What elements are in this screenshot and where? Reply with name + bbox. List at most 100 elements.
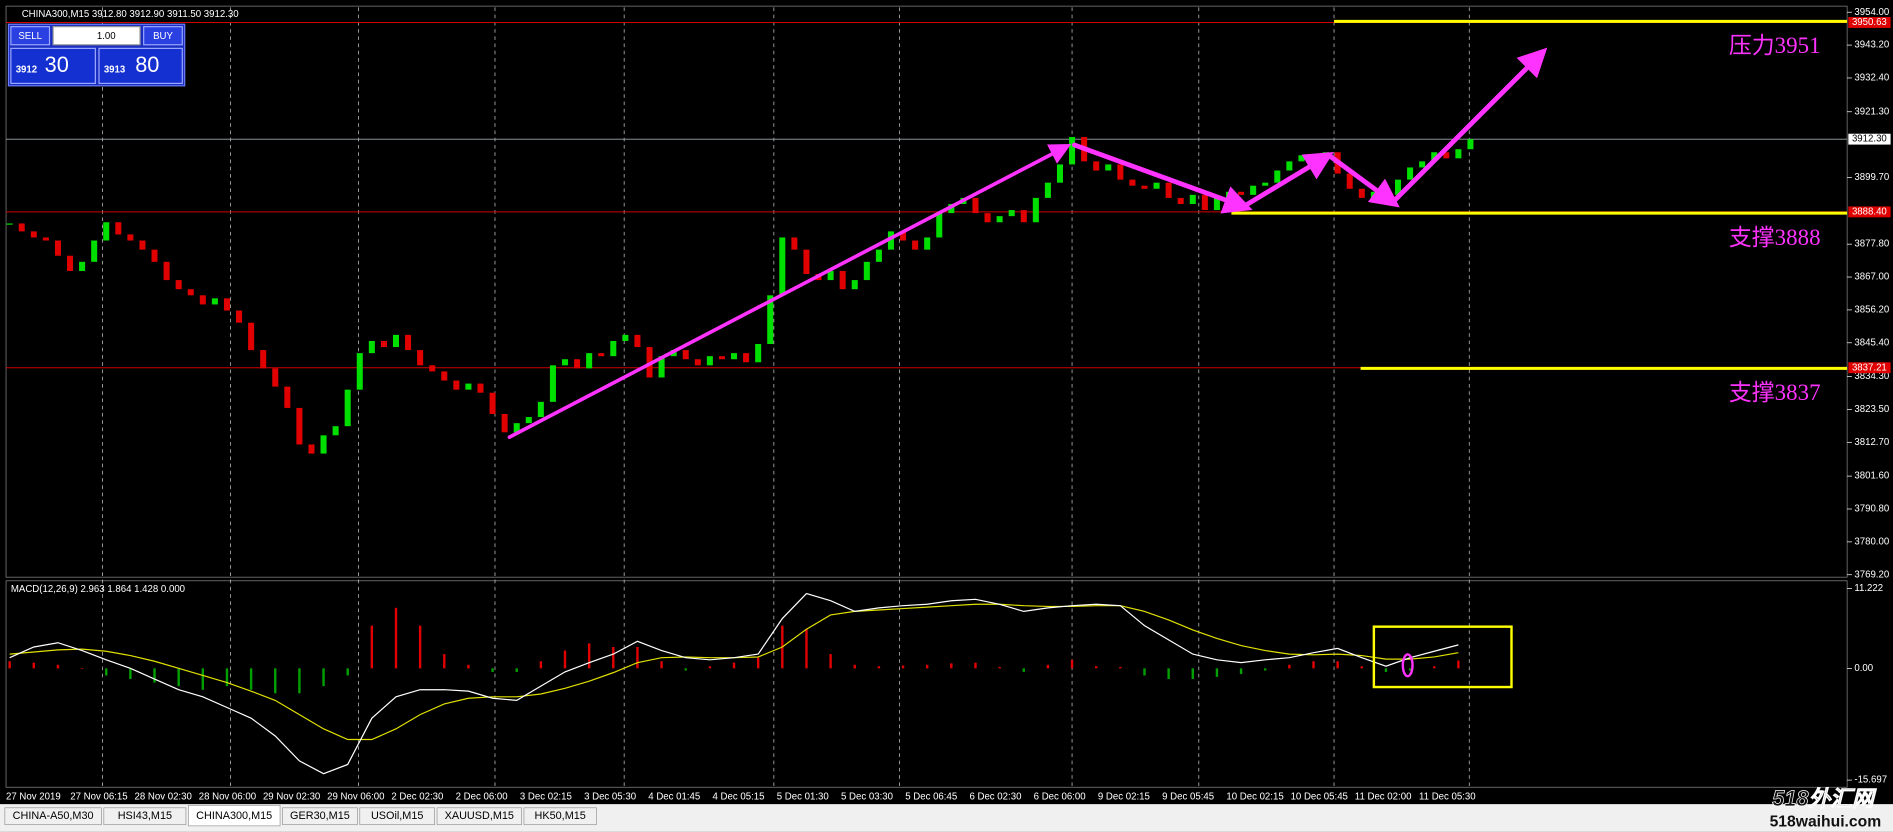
time-label: 9 Dec 05:45 bbox=[1162, 791, 1214, 802]
tab[interactable] bbox=[282, 807, 358, 826]
histogram-bar bbox=[515, 668, 518, 672]
y-tick-label: 3877.80 bbox=[1854, 239, 1889, 250]
candle bbox=[54, 240, 61, 256]
candle bbox=[1020, 210, 1027, 223]
y-tick-label: 3769.20 bbox=[1854, 569, 1889, 580]
price-chart: 3954.00 3943.20 3932.40 3921.30 3899.70 3877.… bbox=[6, 7, 1891, 802]
candle bbox=[622, 334, 629, 341]
histogram-bar bbox=[1094, 666, 1098, 669]
candle bbox=[1455, 149, 1462, 159]
macd-title: MACD(12,26,9) 2.963 1.864 1.428 0.000 bbox=[11, 584, 185, 595]
y-tick-label: 3943.20 bbox=[1854, 40, 1889, 51]
time-label: 29 Nov 02:30 bbox=[263, 791, 320, 802]
histogram-bar bbox=[974, 662, 977, 669]
histogram-bar bbox=[249, 668, 253, 690]
candle bbox=[163, 261, 170, 281]
y-tick-label: 11.222 bbox=[1854, 583, 1883, 594]
arrow bbox=[1325, 152, 1400, 208]
candle bbox=[827, 270, 834, 281]
histogram-bar bbox=[1288, 664, 1291, 669]
zero-mark bbox=[1401, 653, 1414, 678]
sell-button[interactable] bbox=[10, 26, 51, 46]
histogram-bar bbox=[491, 668, 494, 672]
macd-line bbox=[9, 592, 1459, 775]
histogram-bar bbox=[1119, 666, 1122, 669]
tab[interactable] bbox=[187, 804, 281, 827]
y-tick-label: 0.00 bbox=[1854, 663, 1873, 674]
y-tick-label: 3921.30 bbox=[1854, 106, 1889, 117]
time-label: 28 Nov 02:30 bbox=[134, 791, 191, 802]
candle bbox=[1129, 179, 1136, 186]
tab-label: HSI43,M15 bbox=[118, 810, 172, 822]
highlight-box bbox=[1372, 625, 1513, 689]
histogram-bar bbox=[1457, 660, 1460, 669]
candle bbox=[489, 392, 496, 415]
candle bbox=[718, 356, 725, 360]
y-tick-label: 3790.80 bbox=[1854, 504, 1889, 515]
tab[interactable] bbox=[359, 807, 435, 826]
candle bbox=[694, 359, 701, 366]
time-label: 11 Dec 02:00 bbox=[1355, 791, 1412, 802]
buy-button[interactable] bbox=[143, 26, 183, 46]
candle bbox=[1250, 185, 1257, 195]
histogram-bar bbox=[322, 668, 325, 687]
tab-label: USOil,M15 bbox=[371, 810, 424, 822]
lot-input[interactable] bbox=[52, 26, 141, 46]
candle bbox=[236, 310, 243, 323]
histogram-bar bbox=[1433, 666, 1436, 669]
y-tick-label: 3801.60 bbox=[1854, 471, 1889, 482]
tab[interactable] bbox=[523, 807, 597, 826]
annotation: 压力3951 bbox=[1729, 33, 1821, 58]
tab-label: CHINA300,M15 bbox=[196, 810, 272, 822]
time-label: 6 Dec 02:30 bbox=[969, 791, 1021, 802]
histogram-bar bbox=[636, 646, 639, 669]
arrow bbox=[1391, 47, 1548, 203]
arrow bbox=[1241, 152, 1334, 209]
watermark-url: 518waihui.com bbox=[1770, 813, 1882, 830]
histogram-bar bbox=[877, 666, 881, 669]
tab[interactable] bbox=[103, 807, 187, 826]
histogram-bar bbox=[853, 664, 856, 669]
candle bbox=[706, 356, 713, 366]
histogram-bar bbox=[418, 625, 422, 669]
candle bbox=[658, 356, 665, 378]
histogram-bar bbox=[177, 668, 180, 687]
candle bbox=[1213, 197, 1220, 211]
candle bbox=[223, 298, 230, 311]
candle bbox=[887, 231, 894, 250]
bid-box[interactable] bbox=[10, 47, 96, 85]
candle bbox=[1419, 161, 1426, 168]
candle bbox=[30, 231, 37, 238]
ask-box[interactable] bbox=[98, 47, 183, 85]
tab-label: HK50,M15 bbox=[535, 810, 586, 822]
candle bbox=[682, 350, 689, 360]
candle bbox=[18, 223, 25, 232]
histogram-bar bbox=[1143, 668, 1146, 676]
histogram-bar bbox=[756, 657, 760, 669]
sell-label: SELL bbox=[18, 31, 42, 42]
candle bbox=[743, 353, 750, 363]
candle bbox=[1274, 170, 1281, 183]
histogram-bar bbox=[153, 668, 156, 683]
candle bbox=[863, 261, 870, 281]
histogram-bar bbox=[587, 643, 591, 669]
current-price-label: 3912.30 bbox=[1852, 134, 1887, 145]
candle bbox=[586, 353, 593, 369]
candle bbox=[199, 295, 206, 305]
candle bbox=[574, 359, 581, 369]
tab[interactable] bbox=[436, 807, 522, 826]
candle bbox=[924, 237, 931, 250]
candle bbox=[465, 383, 472, 390]
candle bbox=[936, 213, 943, 238]
tab[interactable] bbox=[4, 807, 102, 826]
candle bbox=[851, 280, 858, 290]
trend-arrows bbox=[507, 47, 1548, 439]
candle bbox=[598, 353, 605, 357]
candle bbox=[1032, 197, 1039, 223]
candle bbox=[1093, 161, 1100, 171]
candle bbox=[779, 237, 786, 296]
candle bbox=[1201, 194, 1208, 211]
candle bbox=[501, 414, 508, 433]
time-label: 9 Dec 02:15 bbox=[1098, 791, 1150, 802]
